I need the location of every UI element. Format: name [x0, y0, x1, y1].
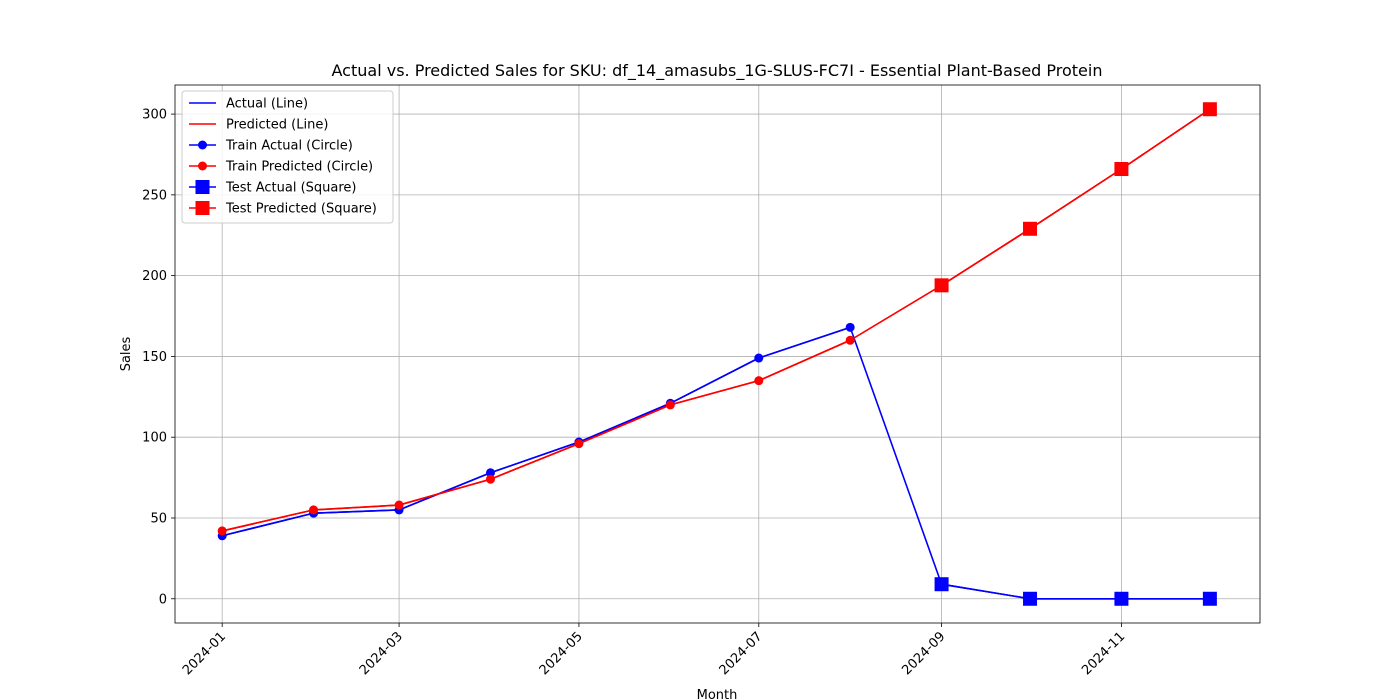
y-tick-label: 300 [142, 108, 167, 123]
legend-item: Train Predicted (Circle) [189, 160, 373, 175]
data-point [754, 376, 764, 386]
data-point [485, 474, 495, 484]
legend-label: Predicted (Line) [226, 118, 328, 133]
data-point [1023, 591, 1038, 606]
series-line [221, 339, 851, 532]
data-point [1202, 591, 1217, 606]
legend-swatch-marker [198, 161, 207, 171]
data-point [574, 439, 584, 449]
data-point [665, 400, 675, 410]
data-point [934, 577, 949, 592]
series-layer [217, 102, 1217, 606]
data-point [394, 500, 404, 510]
legend-swatch-marker [198, 140, 207, 150]
data-point [845, 322, 855, 332]
legend-label: Actual (Line) [226, 97, 308, 112]
y-axis-label: Sales [119, 336, 134, 371]
series-line [941, 583, 1210, 600]
chart-title: Actual vs. Predicted Sales for SKU: df_1… [332, 61, 1103, 81]
series-actual-line [221, 326, 1210, 600]
x-tick-label: 2024-07 [717, 629, 766, 678]
x-tick-label: 2024-09 [899, 629, 948, 678]
series-test-actual-square [934, 577, 1217, 606]
data-point [845, 335, 855, 345]
y-tick-label: 150 [142, 350, 167, 365]
y-tick-label: 250 [142, 188, 167, 203]
y-tick-label: 50 [150, 511, 167, 526]
series-line [221, 326, 1210, 600]
legend: Actual (Line) Predicted (Line) Train Actua… [181, 90, 394, 224]
y-tick-label: 0 [159, 592, 167, 607]
legend-item: Actual (Line) [189, 97, 308, 112]
x-tick-label: 2024-05 [537, 629, 586, 678]
series-line [941, 108, 1211, 287]
x-tick-label: 2024-11 [1079, 629, 1128, 678]
x-tick-label: 2024-03 [357, 629, 406, 678]
data-point [1114, 591, 1129, 606]
legend-label: Test Predicted (Square) [225, 202, 377, 217]
data-point [309, 505, 319, 515]
legend-label: Test Actual (Square) [225, 181, 357, 196]
data-point [1114, 162, 1129, 177]
data-point [754, 353, 764, 363]
legend-label: Train Actual (Circle) [225, 139, 353, 154]
plot-frame [174, 84, 1261, 624]
legend-item: Train Actual (Circle) [189, 139, 353, 154]
legend-item: Test Actual (Square) [189, 180, 357, 196]
y-tick-label: 100 [142, 431, 167, 446]
legend-label: Train Predicted (Circle) [225, 160, 373, 175]
x-axis-label: Month [697, 688, 738, 700]
legend-swatch-marker [195, 201, 210, 215]
data-point [1023, 221, 1038, 236]
data-point [934, 278, 949, 293]
legend-box [181, 90, 394, 224]
series-line [221, 326, 851, 537]
data-point [485, 468, 495, 478]
legend-item: Test Predicted (Square) [189, 201, 377, 217]
data-point [1202, 102, 1217, 117]
series-test-predicted-square [934, 102, 1217, 293]
series-train-predicted-circle [217, 335, 855, 536]
x-tick-label: 2024-01 [180, 629, 229, 678]
legend-swatch-marker [195, 180, 210, 194]
y-tick-label: 200 [142, 269, 167, 284]
data-point [217, 526, 227, 536]
legend-item: Predicted (Line) [189, 118, 328, 133]
